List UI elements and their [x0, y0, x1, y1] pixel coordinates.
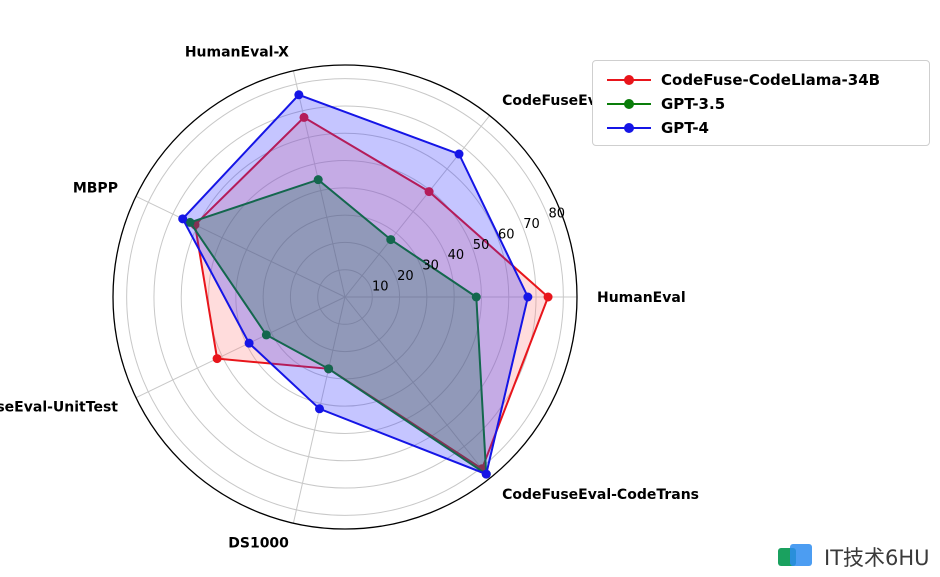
- tick-label-2: 30: [422, 259, 439, 274]
- series-2-point-3: [178, 214, 188, 224]
- legend-swatch-2: [607, 117, 651, 139]
- legend-label-0: CodeFuse-CodeLlama-34B: [661, 71, 881, 89]
- series-area-2: [182, 94, 528, 475]
- outer-ring: [112, 64, 578, 530]
- series-2-point-4: [244, 338, 254, 348]
- grid-spoke-1: [344, 115, 491, 298]
- radar-grid: [112, 64, 578, 530]
- tick-label-1: 20: [397, 269, 414, 284]
- legend-item-1[interactable]: GPT-3.5: [607, 93, 725, 115]
- axis-label-4: CodeFuseEval-UnitTest: [0, 399, 118, 415]
- series-line-1: [188, 178, 488, 477]
- legend-item-0[interactable]: CodeFuse-CodeLlama-34B: [607, 69, 880, 91]
- legend-label-1: GPT-3.5: [661, 95, 726, 113]
- legend-item-2[interactable]: GPT-4: [607, 117, 709, 139]
- series-1-point-1: [386, 235, 396, 245]
- grid-spoke-3: [135, 195, 346, 298]
- axis-label-5: DS1000: [228, 536, 289, 552]
- watermark-logo-icon: [778, 544, 818, 570]
- series-2-point-0: [523, 292, 533, 302]
- series-1-point-2: [313, 175, 323, 185]
- axis-label-3: MBPP: [73, 181, 118, 197]
- series-area-0: [195, 117, 549, 469]
- legend-label-2: GPT-4: [661, 119, 709, 137]
- series-line-0: [193, 116, 550, 471]
- grid-spoke-4: [135, 296, 346, 399]
- series-0-point-2: [299, 112, 309, 122]
- tick-label-5: 60: [498, 227, 515, 242]
- axis-label-2: HumanEval-X: [185, 44, 289, 60]
- series-0-point-0: [543, 292, 553, 302]
- watermark: IT技术6HU: [778, 542, 930, 572]
- series-1-point-5: [324, 364, 334, 374]
- series-2-point-2: [294, 90, 304, 100]
- grid-spoke-6: [344, 296, 491, 479]
- series-1-point-4: [261, 330, 271, 340]
- tick-label-6: 70: [523, 217, 540, 232]
- radar-series: [178, 90, 553, 479]
- series-line-2: [181, 93, 529, 476]
- series-2-point-6: [481, 469, 491, 479]
- axis-label-6: CodeFuseEval-CodeTrans: [502, 487, 699, 503]
- series-2-point-5: [314, 404, 324, 414]
- series-1-point-3: [185, 217, 195, 227]
- series-2-point-1: [454, 149, 464, 159]
- tick-label-7: 80: [548, 206, 565, 221]
- tick-label-4: 50: [473, 238, 490, 253]
- legend-swatch-0: [607, 69, 651, 91]
- series-1-point-0: [471, 292, 481, 302]
- legend: CodeFuse-CodeLlama-34B GPT-3.5 GPT-4: [592, 60, 930, 146]
- tick-label-3: 40: [448, 248, 465, 263]
- series-0-point-4: [212, 354, 222, 364]
- series-area-1: [190, 179, 487, 475]
- tick-label-0: 10: [372, 280, 389, 295]
- legend-swatch-1: [607, 93, 651, 115]
- series-0-point-1: [424, 187, 434, 197]
- watermark-text: IT技术6HU: [824, 546, 930, 570]
- axis-label-0: HumanEval: [597, 290, 686, 306]
